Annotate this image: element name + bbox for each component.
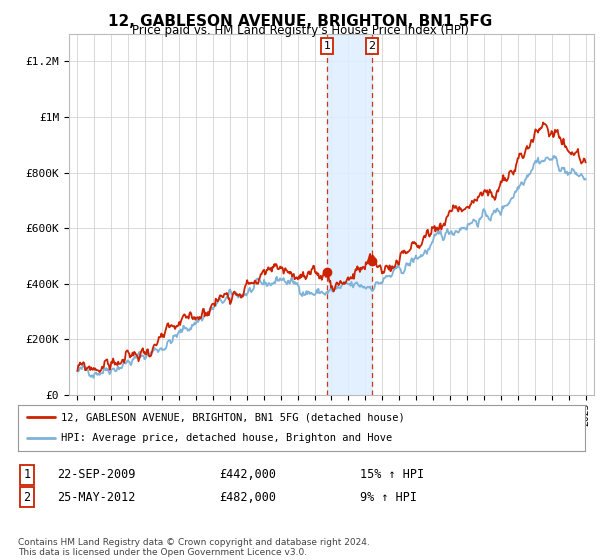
Text: 15% ↑ HPI: 15% ↑ HPI: [360, 468, 424, 482]
Text: £442,000: £442,000: [219, 468, 276, 482]
Text: 25-MAY-2012: 25-MAY-2012: [57, 491, 136, 504]
Text: Price paid vs. HM Land Registry's House Price Index (HPI): Price paid vs. HM Land Registry's House …: [131, 24, 469, 37]
Text: HPI: Average price, detached house, Brighton and Hove: HPI: Average price, detached house, Brig…: [61, 433, 392, 444]
Text: 2: 2: [23, 491, 31, 504]
Text: 22-SEP-2009: 22-SEP-2009: [57, 468, 136, 482]
Text: 12, GABLESON AVENUE, BRIGHTON, BN1 5FG: 12, GABLESON AVENUE, BRIGHTON, BN1 5FG: [108, 14, 492, 29]
Text: 2: 2: [368, 41, 376, 51]
Text: 1: 1: [323, 41, 331, 51]
Text: 9% ↑ HPI: 9% ↑ HPI: [360, 491, 417, 504]
Text: Contains HM Land Registry data © Crown copyright and database right 2024.
This d: Contains HM Land Registry data © Crown c…: [18, 538, 370, 557]
Text: £482,000: £482,000: [219, 491, 276, 504]
Text: 12, GABLESON AVENUE, BRIGHTON, BN1 5FG (detached house): 12, GABLESON AVENUE, BRIGHTON, BN1 5FG (…: [61, 412, 404, 422]
Text: 1: 1: [23, 468, 31, 482]
Bar: [327, 34, 372, 395]
